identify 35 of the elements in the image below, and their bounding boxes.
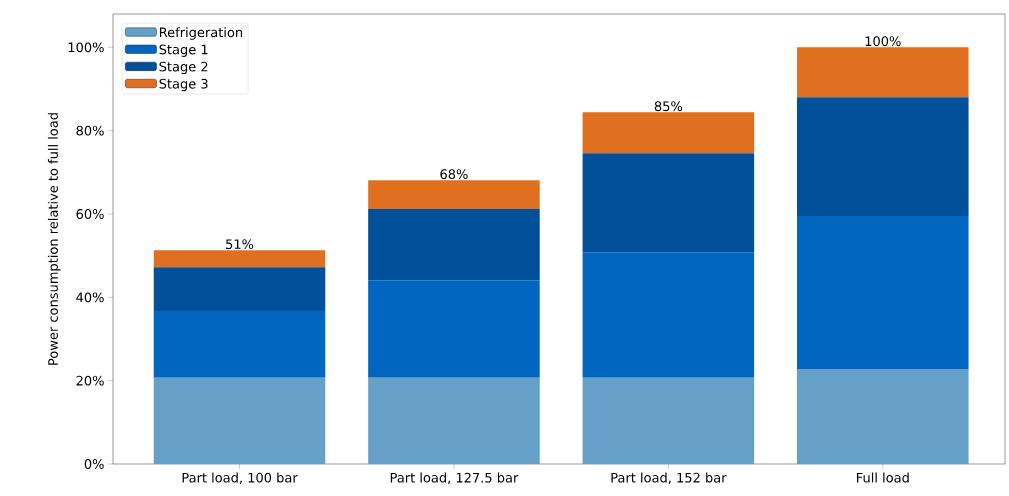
y-tick-label: 80%: [76, 125, 104, 136]
bar: [368, 180, 540, 209]
bar: [797, 97, 969, 217]
y-tick-label: 40%: [76, 292, 104, 303]
y-tick-label: 0%: [84, 459, 104, 469]
x-tick-label: Part load, 100 bar: [182, 472, 298, 484]
total-label: 51%: [226, 239, 254, 250]
x-tick-label: Full load: [857, 472, 909, 483]
x-tick-label: Part load, 127.5 bar: [390, 472, 519, 484]
y-axis-title: Power consumption relative to full load: [47, 113, 61, 365]
legend-label: Stage 3: [159, 78, 208, 92]
bar: [582, 112, 755, 154]
bar: [368, 280, 540, 378]
total-label: 68%: [440, 169, 468, 180]
bar: [582, 153, 755, 253]
y-tick-label: 60%: [76, 209, 104, 219]
bar: [368, 209, 540, 281]
legend-label: Stage 2: [159, 61, 208, 75]
bar: [797, 47, 969, 98]
legend-label: Refrigeration: [159, 27, 243, 40]
total-label: 100%: [865, 36, 901, 47]
y-tick-label: 20%: [76, 375, 104, 386]
bar: [153, 311, 326, 378]
legend-label: Stage 1: [159, 44, 208, 57]
bar: [153, 377, 326, 464]
bar: [797, 216, 969, 369]
bar: [153, 250, 326, 268]
bar: [153, 267, 326, 312]
x-tick-label: Part load, 152 bar: [611, 472, 727, 484]
bar: [368, 377, 540, 464]
bar: [582, 252, 755, 378]
y-tick-label: 100%: [68, 42, 104, 53]
bar: [582, 377, 755, 464]
total-label: 85%: [654, 101, 683, 112]
bar: [797, 369, 969, 464]
